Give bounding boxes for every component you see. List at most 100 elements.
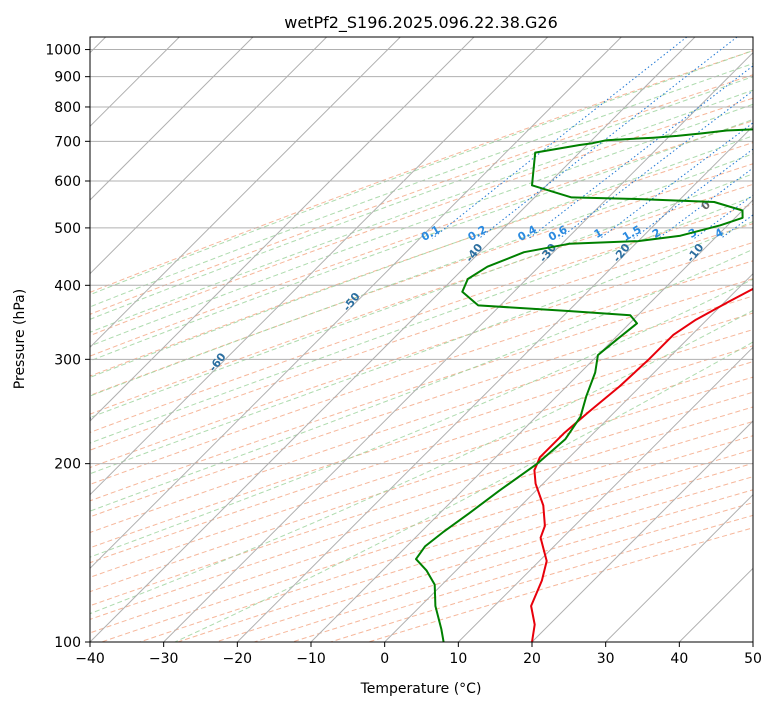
isotherm <box>310 199 753 642</box>
dewpoint-profile-line <box>415 128 753 642</box>
y-tick-label: 500 <box>54 221 81 237</box>
x-tick-label: −40 <box>75 651 105 667</box>
isotherm <box>531 420 753 642</box>
dry-adiabat <box>90 361 753 578</box>
isotherm <box>90 37 328 275</box>
temperature-profile-line <box>530 287 753 642</box>
x-tick-label: 0 <box>380 651 389 667</box>
moist-adiabat <box>90 173 753 419</box>
isotherm <box>90 37 254 201</box>
x-axis-ticks: −40 −30 −20 −10 0 10 20 30 40 50 <box>75 642 762 667</box>
isotherm <box>678 567 753 642</box>
moist-adiabat <box>90 309 753 615</box>
dry-adiabat <box>90 163 753 396</box>
mixing-ratio-label: 0.2 <box>466 223 489 244</box>
y-tick-label: 900 <box>54 70 81 86</box>
mixing-ratio-lines <box>432 37 775 239</box>
dry-adiabat <box>330 514 753 642</box>
dry-adiabat <box>90 345 753 564</box>
isotherm <box>163 51 753 642</box>
dry-adiabat <box>368 527 753 642</box>
isotherm <box>90 37 401 349</box>
plot-frame <box>89 36 754 643</box>
moist-adiabat <box>173 341 753 642</box>
y-tick-label: 400 <box>54 278 81 294</box>
moist-adiabat <box>90 76 753 320</box>
dry-adiabat-label: -40 <box>463 241 486 265</box>
dry-adiabat <box>90 241 753 469</box>
dry-adiabat-label: -60 <box>206 350 229 374</box>
y-tick-label: 100 <box>54 635 81 651</box>
dry-adiabat-label: -70 <box>72 411 95 435</box>
y-tick-label: 700 <box>54 134 81 150</box>
y-axis-label: Pressure (hPa) <box>12 289 28 389</box>
moist-adiabat <box>90 195 753 444</box>
x-tick-label: 30 <box>597 651 615 667</box>
mixing-ratio-label: 0.4 <box>515 223 539 244</box>
isotherm <box>605 493 753 642</box>
y-tick-label: 300 <box>54 352 81 368</box>
isotherm <box>752 641 753 642</box>
series-lines <box>415 128 753 642</box>
x-tick-label: 50 <box>744 651 762 667</box>
x-tick-label: −10 <box>296 651 326 667</box>
mixing-ratio-line <box>658 167 753 239</box>
mixing-ratio-line <box>478 37 738 239</box>
dry-adiabat <box>215 476 753 642</box>
x-tick-label: 10 <box>449 651 467 667</box>
background-lines <box>90 50 753 642</box>
dry-adiabat-label: -30 <box>537 241 560 265</box>
dry-adiabat <box>90 295 753 518</box>
isotherm <box>90 37 475 422</box>
x-axis-label: Temperature (°C) <box>360 681 482 697</box>
mixing-ratio-line <box>760 37 775 238</box>
dry-adiabat <box>101 435 753 642</box>
x-tick-label: 20 <box>523 651 541 667</box>
dry-adiabat <box>90 391 753 607</box>
moist-adiabat <box>90 50 753 296</box>
dry-adiabat <box>90 183 753 415</box>
y-axis-ticks: 100 200 300 400 500 600 700 800 900 1000 <box>45 43 90 651</box>
x-tick-label: −30 <box>149 651 179 667</box>
dry-adiabat-label: -50 <box>340 290 363 314</box>
moist-adiabat-label: 0 <box>699 198 713 213</box>
y-tick-label: 600 <box>54 174 81 190</box>
y-tick-label: 800 <box>54 100 81 116</box>
dry-adiabat <box>90 203 753 433</box>
isotherm <box>90 37 549 496</box>
moist-adiabat <box>90 63 753 308</box>
chart-title: wetPf2_S196.2025.096.22.38.G26 <box>284 13 558 33</box>
x-tick-label: 40 <box>670 651 688 667</box>
dry-adiabat <box>90 50 753 293</box>
moist-adiabat <box>90 153 753 397</box>
moist-adiabat <box>90 248 753 512</box>
mixing-ratio-label: 0.1 <box>419 223 442 244</box>
dry-adiabat <box>292 502 753 642</box>
mixing-ratio-line <box>559 90 753 239</box>
dry-adiabat <box>177 462 753 642</box>
x-tick-label: −20 <box>223 651 253 667</box>
dry-adiabat <box>90 120 753 357</box>
y-tick-label: 200 <box>54 457 81 473</box>
dry-adiabat-label: -10 <box>684 241 707 265</box>
isotherm <box>384 272 753 642</box>
moist-adiabat <box>90 220 753 475</box>
mixing-ratio-label: 0.6 <box>546 223 570 244</box>
dry-adiabat <box>90 74 753 315</box>
isotherm <box>236 125 753 642</box>
isotherm <box>90 37 622 570</box>
dry-adiabat <box>90 97 753 337</box>
moist-adiabat <box>90 135 753 378</box>
dry-adiabat <box>90 376 753 593</box>
grid-lines <box>90 37 753 642</box>
moist-adiabat <box>90 89 753 333</box>
y-tick-label: 1000 <box>45 43 81 59</box>
dry-adiabat <box>90 223 753 451</box>
isotherm <box>90 37 696 642</box>
dry-adiabat <box>90 329 753 549</box>
dry-adiabat <box>90 142 753 377</box>
dry-adiabat <box>90 278 753 502</box>
dry-adiabat <box>90 312 753 534</box>
isotherm <box>457 346 753 642</box>
